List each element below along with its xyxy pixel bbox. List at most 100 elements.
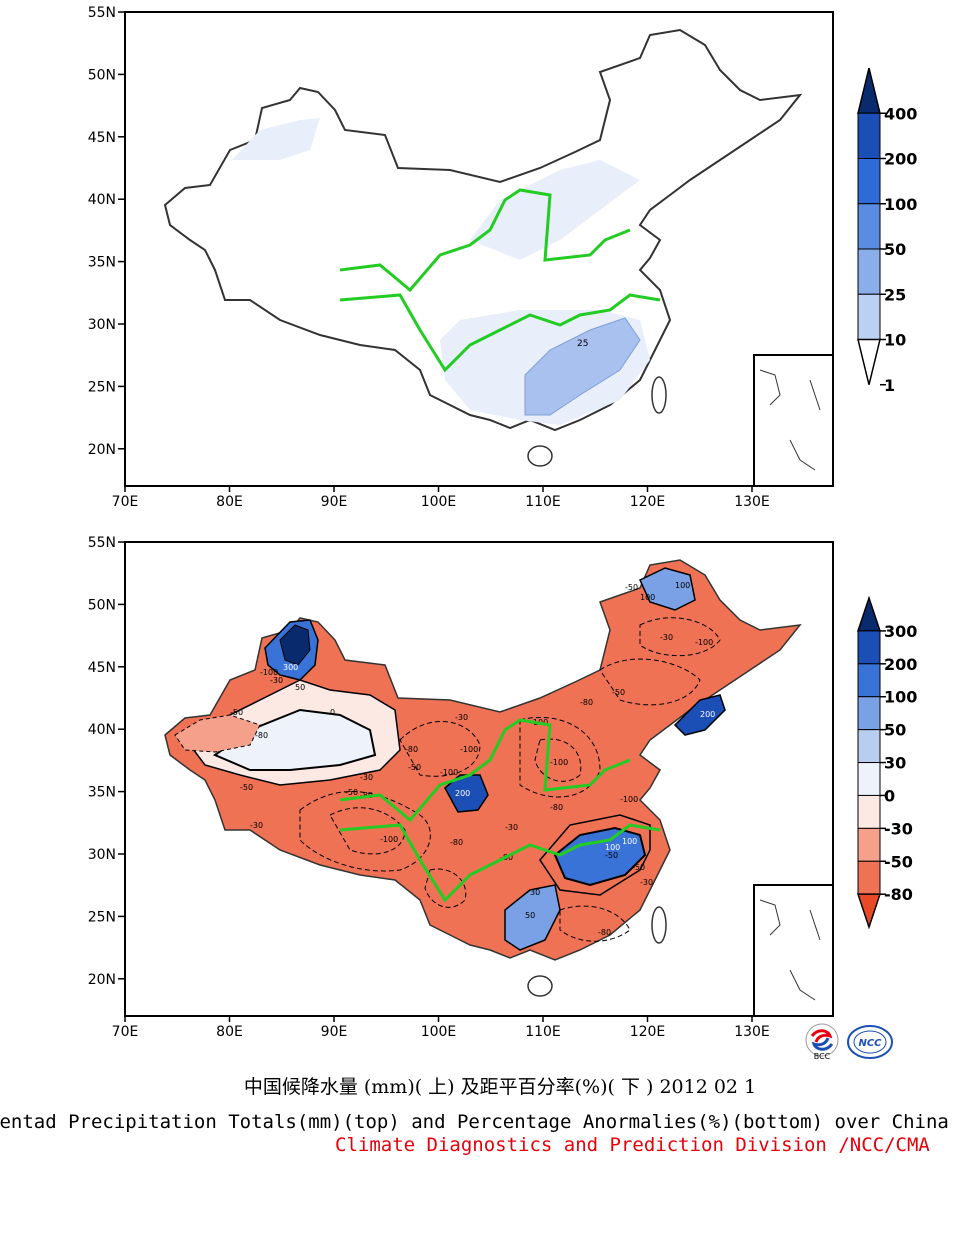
percentage-anomaly-svg: -100 300 -30 50 -50 -80 0 -30 -50 -100 -… [88,535,918,1040]
anomaly-high-liaoning [673,694,726,736]
lat-tick-label: 40N [88,192,116,208]
lon-tick-label: 110E [525,1024,561,1040]
colorbar-arrow-bottom [857,338,881,385]
colorbar-label: 50 [884,240,906,259]
contour-label: -30 [360,773,373,782]
colorbar-label: 200 [884,150,917,169]
contour-label: -80 [580,698,593,707]
contour-label: -30 [640,878,653,887]
lat-tick-label: 35N [88,785,116,801]
yellow-river [339,718,631,823]
lat-tick-label: 35N [88,255,116,271]
credit-line: Climate Diagnostics and Prediction Divis… [335,1134,930,1156]
anomaly-high-yangtze-outer [539,814,651,896]
contour-label: 100 [675,581,690,590]
colorbar-segment [857,112,881,159]
colorbar-label: -50 [884,852,913,871]
lon-tick-label: 130E [734,494,770,510]
contour-label: -30 [270,676,283,685]
lat-tick-label: 50N [88,597,116,613]
contour-label: -80 [550,803,563,812]
contour-label: 50 [525,911,535,920]
lat-tick-label: 25N [88,909,116,925]
colorbar-segment [857,860,881,895]
colorbar-arrow-bottom [856,893,882,930]
contour-label: 0 [330,708,335,717]
contour-label: 100 [640,593,655,602]
hainan-island [527,975,553,997]
anomaly-high-central [444,774,489,813]
colorbar-label: 100 [884,688,917,707]
lon-tick-label: 120E [630,1024,666,1040]
colorbar-label: 300 [884,622,917,641]
inset-coastline [759,369,821,471]
contour-label: 100 [622,837,637,846]
colorbar-label: 50 [884,721,906,740]
colorbar-label: 1 [884,376,895,395]
contour-label: -50 [612,688,625,697]
colorbar-segment [857,663,881,698]
anomaly-band-0-30 [212,708,377,771]
lat-tick-label: 55N [88,535,116,551]
precipitation-totals-svg: 25 55N 50N 45N 40N 35N 30N 25N 20N 70E 80E 90E 100… [88,5,918,510]
contour-label: 300 [283,663,298,672]
contour-label: -100 [260,668,278,677]
lon-tick-label: 70E [112,494,139,510]
anomaly-high-northwest-core [279,624,311,666]
lat-tick-label: 55N [88,5,116,21]
colorbar-label: 100 [884,195,917,214]
colorbar-arrow-top [856,595,882,632]
anomaly-high-yangtze [553,826,647,887]
english-title: Pentad Precipitation Totals(mm)(top) and… [0,1111,949,1133]
precipitation-colorbar: 400 200 100 50 25 10 1 [857,67,917,395]
contour-label: 50 [295,683,305,692]
colorbar-label: -30 [884,819,913,838]
colorbar-segment [857,729,881,764]
contour-label: -80 [450,838,463,847]
colorbar-segment [857,630,881,665]
lat-tick-label: 20N [88,972,116,988]
colorbar-label: 25 [884,285,906,304]
colorbar-segment [857,827,881,862]
colorbar-segment [857,696,881,731]
lon-tick-label: 110E [525,494,561,510]
lon-tick-label: 100E [421,494,457,510]
colorbar-segment [857,293,881,340]
percentage-anomaly-map: -100 300 -30 50 -50 -80 0 -30 -50 -100 -… [0,530,960,1050]
colorbar-segment [857,158,881,205]
precip-band-1-10-b [470,160,640,260]
lat-tick-label: 40N [88,722,116,738]
yangtze-river [339,823,661,903]
contour-label: -80 [598,928,611,937]
contour-label: -100 [620,795,638,804]
contour-label: -100 [550,758,568,767]
taiwan-island [651,376,667,414]
precip-band-1-10 [232,118,320,160]
contour-label: -50 [345,788,358,797]
colorbar-label: 30 [884,754,906,773]
yellow-river [339,188,631,293]
colorbar-label: 0 [884,786,895,805]
lon-tick-label: 90E [321,1024,348,1040]
lat-tick-label: 45N [88,130,116,146]
longitude-labels: 70E 80E 90E 100E 110E 120E 130E [112,1016,770,1040]
anomaly-high-south [504,884,561,951]
lat-tick-label: 25N [88,379,116,395]
contour-label: -80 [255,731,268,740]
contour-label: -100 [440,768,458,777]
contour-label: -100 [695,638,713,647]
colorbar-segment [857,248,881,295]
bcc-logo: BCC [800,1022,844,1062]
lon-tick-label: 80E [216,1024,243,1040]
colorbar-label: 400 [884,104,917,123]
inset-coastline [759,899,821,1001]
colorbar-segment [857,203,881,250]
contour-label: -30 [250,821,263,830]
contour-label: -30 [455,713,468,722]
colorbar-label: 200 [884,655,917,674]
lat-tick-label: 20N [88,442,116,458]
lon-tick-label: 70E [112,1024,139,1040]
contour-label: 100 [605,843,620,852]
ncc-logo: NCC [846,1022,893,1062]
precip-band-10-25 [524,317,641,416]
